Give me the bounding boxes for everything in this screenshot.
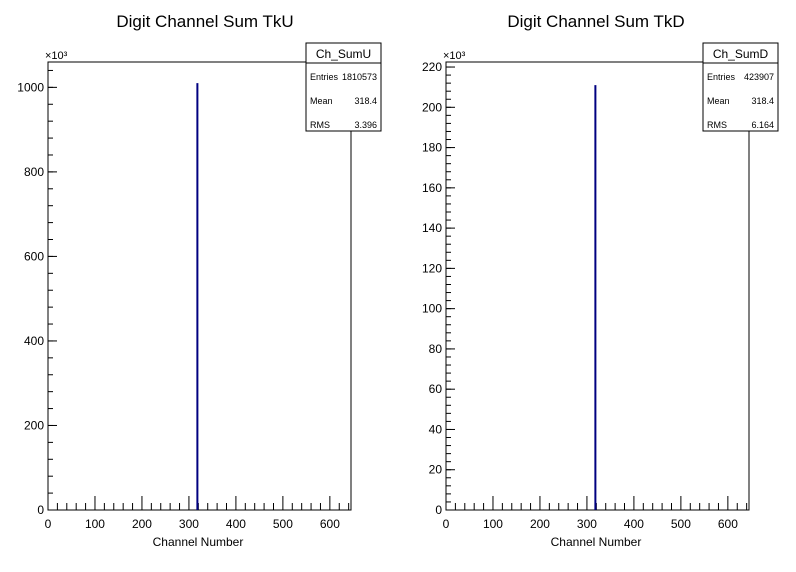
stats-box: Ch_SumD Entries 423907 Mean 318.4 RMS 6.164: [702, 42, 779, 132]
stats-row-label: Mean: [310, 96, 333, 106]
y-tick-label: 0: [37, 503, 44, 517]
stats-row-value: 3.396: [354, 120, 377, 130]
stats-row-label: RMS: [707, 120, 727, 130]
y-tick-label: 0: [435, 503, 442, 517]
stats-row-label: Mean: [707, 96, 730, 106]
stats-box-frame: [305, 42, 382, 132]
y-tick-label: 200: [24, 418, 44, 432]
stats-row-value: 1810573: [342, 72, 377, 82]
stats-box-frame: [702, 42, 779, 132]
x-tick-label: 600: [718, 517, 738, 531]
y-tick-label: 600: [24, 249, 44, 263]
x-axis-title: Channel Number: [551, 535, 642, 549]
x-axis-title: Channel Number: [153, 535, 244, 549]
chart-title: Digit Channel Sum TkU: [116, 12, 293, 31]
x-tick-label: 500: [273, 517, 293, 531]
y-tick-label: 400: [24, 334, 44, 348]
y-tick-label: 100: [422, 302, 442, 316]
x-tick-label: 300: [179, 517, 199, 531]
x-tick-label: 500: [671, 517, 691, 531]
x-tick-label: 600: [320, 517, 340, 531]
x-tick-label: 400: [624, 517, 644, 531]
y-tick-label: 120: [422, 261, 442, 275]
x-tick-label: 200: [530, 517, 550, 531]
stats-box-name: Ch_SumD: [713, 47, 769, 61]
stats-row-label: Entries: [310, 72, 339, 82]
y-tick-label: 40: [429, 422, 443, 436]
y-tick-label: 800: [24, 165, 44, 179]
plot-frame: [47, 61, 352, 511]
y-tick-label: 140: [422, 221, 442, 235]
chart-title: Digit Channel Sum TkD: [507, 12, 684, 31]
y-tick-label: 180: [422, 141, 442, 155]
y-tick-label: 220: [422, 60, 442, 74]
x-tick-label: 0: [443, 517, 450, 531]
x-tick-label: 100: [483, 517, 503, 531]
y-tick-label: 200: [422, 100, 442, 114]
y-tick-label: 160: [422, 181, 442, 195]
stats-row-value: 423907: [744, 72, 774, 82]
x-tick-label: 200: [132, 517, 152, 531]
y-tick-label: 60: [429, 382, 443, 396]
x-tick-label: 400: [226, 517, 246, 531]
x-tick-label: 0: [45, 517, 52, 531]
stats-row-label: Entries: [707, 72, 736, 82]
y-tick-label: 80: [429, 342, 443, 356]
y-tick-label: 20: [429, 463, 443, 477]
histogram-panel-1: Digit Channel Sum TkU 0 100 200 300 400 500 600…: [17, 12, 382, 549]
stats-box: Ch_SumU Entries 1810573 Mean 318.4 RMS 3.396: [305, 42, 382, 132]
stats-row-label: RMS: [310, 120, 330, 130]
y-multiplier-label: ×10³: [443, 50, 466, 62]
x-tick-label: 100: [85, 517, 105, 531]
stats-row-value: 318.4: [751, 96, 774, 106]
plot-frame: [445, 61, 750, 511]
y-multiplier-label: ×10³: [45, 50, 68, 62]
stats-box-name: Ch_SumU: [316, 47, 371, 61]
stats-row-value: 6.164: [751, 120, 774, 130]
y-tick-label: 1000: [17, 80, 44, 94]
x-tick-label: 300: [577, 517, 597, 531]
stats-row-value: 318.4: [354, 96, 377, 106]
